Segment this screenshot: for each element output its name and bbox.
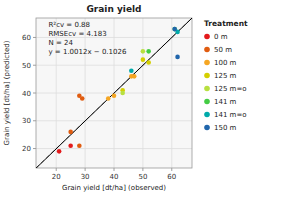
annotation: RMSEcv = 4.183 (48, 30, 106, 38)
series (106, 74, 137, 101)
grid-line-y (36, 148, 192, 149)
tick-label-x: 30 (81, 173, 90, 181)
annotation: y = 1.0012x − 0.1026 (48, 48, 126, 56)
point (68, 143, 73, 148)
legend-marker (204, 125, 210, 131)
series (68, 93, 84, 148)
series (57, 143, 73, 153)
point (129, 68, 134, 73)
identity-line (36, 18, 192, 168)
point (146, 60, 151, 65)
tick-x (85, 168, 86, 171)
plot-frame (36, 18, 192, 168)
tick-label-x: 50 (138, 173, 147, 181)
point (106, 96, 111, 101)
legend-marker (204, 73, 210, 79)
tick-label-y: 40 (22, 90, 31, 98)
tick-y (33, 148, 36, 149)
y-axis-label: Grain yield [dt/ha] (predicted) (3, 40, 11, 145)
point (120, 91, 125, 96)
point (146, 49, 151, 54)
data (36, 18, 192, 168)
point (112, 93, 117, 98)
tick-label-y: 50 (22, 62, 31, 70)
legend-marker (204, 99, 210, 105)
legend-label: 100 m (214, 59, 237, 67)
tick-label-x: 60 (167, 173, 176, 181)
tick-label-y: 20 (22, 145, 31, 153)
tick-label-x: 40 (110, 173, 119, 181)
legend: Treatment 0 m 50 m 100 m 125 m 125 m=o 141 m 14… (204, 19, 248, 132)
legend-marker (204, 34, 210, 40)
annotation: N = 24 (48, 39, 73, 47)
tick-y (33, 93, 36, 94)
legend-label: 50 m (214, 46, 232, 54)
point (132, 74, 137, 79)
tick-y (33, 120, 36, 121)
point (141, 57, 146, 62)
grid-line-y (36, 120, 192, 121)
point (57, 149, 62, 154)
tick-x (114, 168, 115, 171)
grid-line-y (36, 65, 192, 66)
point (141, 49, 146, 54)
x-axis-label: Grain yield [dt/ha] (observed) (62, 184, 166, 192)
point (172, 27, 177, 32)
tick-x (142, 168, 143, 171)
series (129, 30, 180, 73)
legend-marker (204, 60, 210, 66)
annotation: R²cv = 0.88 (48, 21, 90, 29)
legend-label: 141 m=o (214, 111, 247, 119)
legend-label: 0 m (214, 33, 228, 41)
chart: 20 30 40 50 60 20 30 40 50 60 R²cv = 0.88RMSEcv = … (0, 0, 300, 200)
axes: 20 30 40 50 60 20 30 40 50 60 (22, 18, 192, 181)
tick-x (171, 168, 172, 171)
annotations: R²cv = 0.88RMSEcv = 4.183N = 24y = 1.001… (48, 21, 126, 56)
tick-y (33, 65, 36, 66)
tick-x (56, 168, 57, 171)
legend-title: Treatment (204, 19, 248, 28)
title: Grain yield (86, 4, 141, 14)
legend-marker (204, 86, 210, 92)
point (172, 27, 177, 32)
series (120, 57, 151, 92)
plot-background (36, 18, 192, 168)
point (77, 143, 82, 148)
legend-label: 141 m (214, 98, 237, 106)
legend-label: 125 m (214, 72, 237, 80)
tick-label-y: 30 (22, 117, 31, 125)
legend-label: 150 m (214, 124, 237, 132)
tick-label-y: 60 (22, 34, 31, 42)
legend-label: 125 m=o (214, 85, 247, 93)
series (172, 27, 179, 59)
regression-line (36, 18, 192, 168)
point (80, 96, 85, 101)
point (175, 55, 180, 60)
tick-y (33, 37, 36, 38)
legend-marker (204, 112, 210, 118)
series (146, 27, 177, 54)
point (68, 130, 73, 135)
tick-label-x: 20 (52, 173, 61, 181)
legend-marker (204, 47, 210, 53)
